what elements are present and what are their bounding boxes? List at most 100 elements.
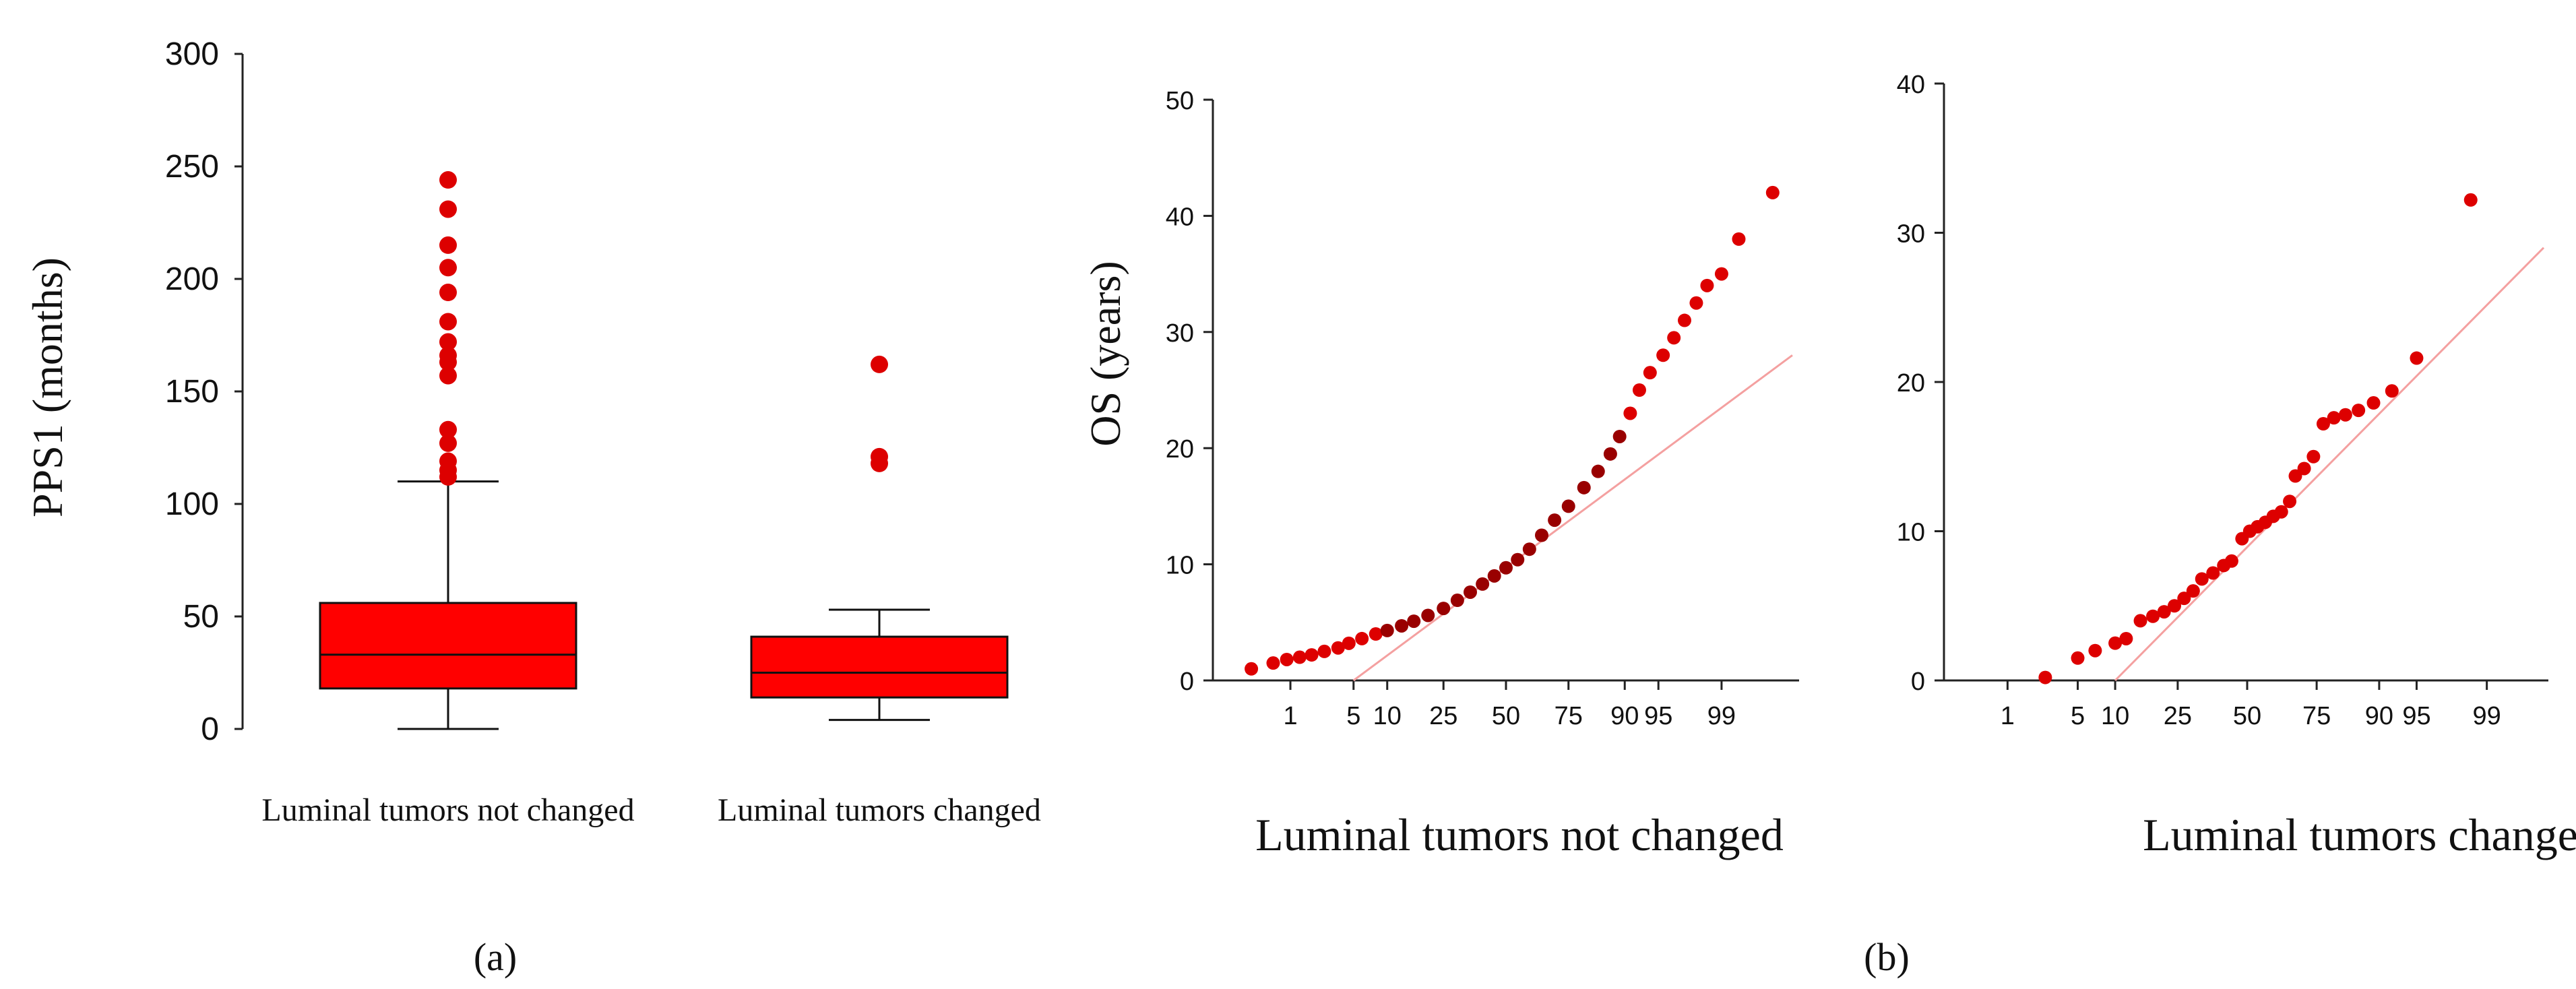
prob2-data-point [2071,651,2085,665]
box-outlier-point [439,200,457,218]
boxplot-category-label-0: Luminal tumors not changed [261,792,634,828]
prob2-x-tick-label: 75 [2302,702,2331,730]
prob2-data-point [2206,566,2220,580]
prob1-x-tick-label: 95 [1644,702,1672,730]
prob2-x-tick-label: 90 [2365,702,2393,730]
prob1-x-tick-label: 5 [1346,702,1360,730]
prob1-data-point [1464,585,1478,599]
prob2-data-point [2168,599,2182,613]
box-iqr [750,635,1009,699]
prob2-reference-line [2114,247,2545,682]
prob1-y-tick-label: 30 [1166,319,1194,348]
prob1-data-point [1667,331,1681,345]
prob1-data-point [1499,561,1513,575]
prob1-data-point [1266,656,1280,670]
box-outlier-point [871,355,888,373]
prob1-data-point [1317,644,1331,658]
prob1-x-tick-label: 1 [1283,702,1297,730]
prob1-data-point [1245,662,1259,676]
prob1-data-point [1331,641,1345,655]
prob2-data-point [2224,554,2238,568]
prob1-x-tick-label: 99 [1707,702,1736,730]
prob2-x-tick-label: 50 [2233,702,2261,730]
prob1-data-point [1632,383,1646,397]
prob2-data-point [2297,461,2311,476]
boxplot-y-tick-label: 250 [165,149,219,185]
prob1-x-tick-label: 50 [1492,702,1520,730]
prob2-data-point [2338,408,2352,422]
prob1-data-point [1380,623,1394,637]
boxplot-y-tick-label: 300 [165,36,219,72]
prob2-data-point [2366,396,2381,410]
prob1-data-point [1421,608,1435,623]
boxplot-boxes [319,171,1009,730]
prob1-data-point [1511,552,1525,567]
box-outlier-point [439,259,457,277]
prob1-x-ticks: 1 5 10 25 50 75 90 95 99 [1283,680,1736,730]
prob1-y-tick-label: 0 [1180,668,1194,696]
boxplot-y-tick-label: 100 [165,486,219,522]
prob2-data-point [2352,404,2366,418]
prob2-y-tick-label: 0 [1911,668,1925,696]
prob2-data-point [2410,351,2424,365]
prob1-data-point [1732,232,1746,246]
prob1-data-point [1476,577,1490,591]
prob1-x-tick-label: 10 [1373,702,1402,730]
box-outlier-point [439,313,457,331]
prob1-x-tick-label: 90 [1610,702,1639,730]
prob2-data-point [2327,411,2341,425]
prob1-data-point [1437,602,1451,616]
prob1-x-tick-label: 75 [1554,702,1583,730]
box-outlier-point [439,366,457,385]
prob2-x-tick-label: 1 [2001,702,2015,730]
prob2-data-point [2146,609,2160,623]
prob1-data-point [1395,618,1409,633]
box-iqr [319,602,577,690]
panel-label-a: (a) [474,935,517,979]
prob1-x-tick-label: 25 [1429,702,1457,730]
prob1-data-point [1700,278,1714,292]
box-outlier-point [439,346,457,364]
os-probability-plot-changed: 0 10 20 30 40 1 5 10 25 50 75 90 95 99 Luminal tumor… [1897,71,2576,860]
prob1-data-point [1450,594,1464,608]
prob2-data-point [2385,384,2399,398]
boxplot-category-label-1: Luminal tumors changed [718,792,1041,828]
prob1-reference-line-segment [1352,354,1793,682]
box-outlier-point [439,333,457,351]
prob2-data-point [2288,469,2302,483]
box-outlier-point [871,447,888,466]
prob1-data-point [1603,447,1617,461]
prob1-y-tick-label: 50 [1166,87,1194,115]
prob2-y-ticks: 0 10 20 30 40 [1897,71,1944,696]
prob1-data-point [1561,499,1575,513]
box-outlier-point [439,236,457,254]
prob2-data-point [2088,643,2102,658]
prob2-data-point [2283,494,2297,509]
prob2-x-tick-label: 95 [2402,702,2430,730]
prob2-data-point [2177,592,2191,606]
prob2-data-point [2133,614,2147,628]
prob1-data-point [1305,648,1319,662]
prob1-data-point [1355,631,1369,645]
prob2-x-tick-label: 5 [2071,702,2085,730]
box-outlier-point [439,284,457,302]
prob1-data-point [1534,528,1548,542]
prob2-x-ticks: 1 5 10 25 50 75 90 95 99 [2001,680,2501,730]
prob2-data-point [2306,449,2321,464]
prob1-data-point [1487,569,1501,583]
prob1-reference-line [1352,354,1793,682]
prob1-data-point [1677,313,1691,327]
boxplot-y-tick-label: 50 [183,599,219,635]
prob2-data-point [2108,636,2123,650]
prob1-data-point [1342,636,1356,650]
prob1-y-tick-label: 20 [1166,435,1194,464]
prob2-data-point [2274,505,2288,519]
prob1-data-point [1577,480,1591,494]
prob1-y-tick-label: 40 [1166,203,1194,231]
prob1-data-point [1689,296,1703,310]
boxplot-y-tick-label: 0 [201,711,219,747]
boxplot-y-tick-label: 200 [165,261,219,297]
prob2-data-point [2186,584,2200,598]
